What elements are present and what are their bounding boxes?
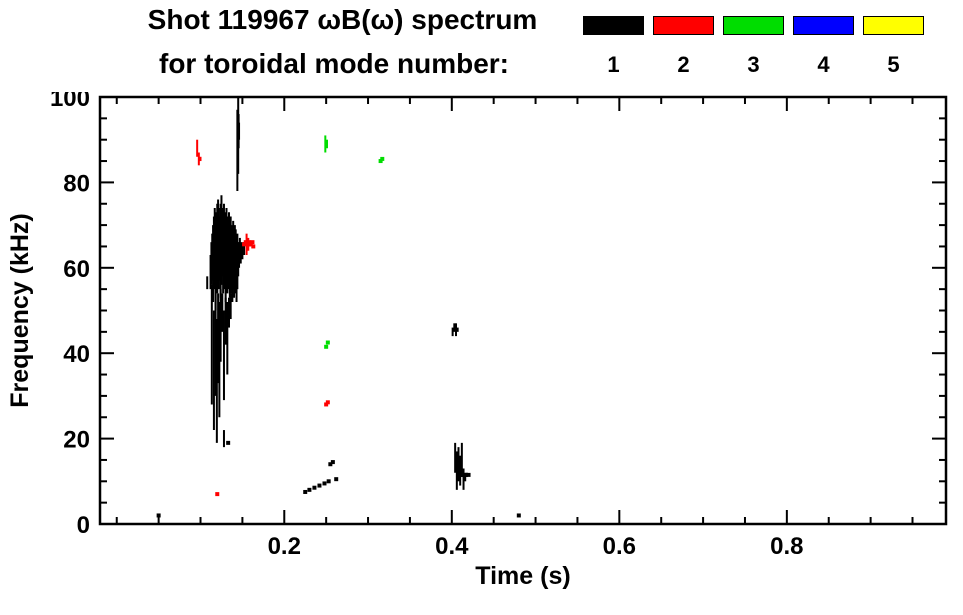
chart-header: Shot 119967 ωB(ω) spectrum for toroidal … — [0, 0, 963, 92]
y-tick-label: 100 — [50, 92, 90, 112]
legend-labels: 1 2 3 4 5 — [583, 52, 924, 78]
legend-label-mode1: 1 — [607, 52, 620, 77]
y-axis-title: Frequency (kHz) — [6, 213, 34, 407]
legend-swatch-mode3 — [723, 16, 784, 35]
x-tick-label: 0.8 — [770, 533, 803, 560]
legend-label-mode3: 3 — [747, 52, 760, 77]
legend-label-mode2: 2 — [677, 52, 690, 77]
legend-swatches — [583, 16, 924, 35]
y-tick-label: 20 — [63, 427, 90, 454]
series-mode-1 — [156, 97, 521, 518]
y-tick-label: 40 — [63, 341, 90, 368]
x-tick-label: 0.4 — [435, 533, 469, 560]
x-axis: 0.2 0.4 0.6 0.8 — [115, 97, 914, 560]
series-mode-3 — [324, 135, 385, 349]
y-axis: 0 20 40 60 80 100 — [50, 92, 946, 539]
x-tick-label: 0.2 — [268, 533, 301, 560]
x-tick-label: 0.6 — [603, 533, 636, 560]
spectrum-plot: 0.2 0.4 0.6 0.8 0 20 40 60 80 100 Time (s) Frequenc… — [6, 92, 948, 590]
y-tick-label: 0 — [77, 512, 90, 539]
y-tick-label: 60 — [63, 256, 90, 283]
x-axis-title: Time (s) — [475, 562, 570, 590]
chart-title-line1: Shot 119967 ωB(ω) spectrum — [147, 4, 538, 35]
series-mode-2 — [196, 139, 330, 497]
legend-swatch-mode1 — [583, 16, 644, 35]
legend-label-mode5: 5 — [887, 52, 900, 77]
legend-label-mode4: 4 — [817, 52, 830, 77]
legend-swatch-mode4 — [793, 16, 854, 35]
legend-swatch-mode5 — [863, 16, 924, 35]
chart-title-line2: for toroidal mode number: — [159, 48, 509, 79]
y-tick-label: 80 — [63, 170, 90, 197]
legend-swatch-mode2 — [653, 16, 714, 35]
